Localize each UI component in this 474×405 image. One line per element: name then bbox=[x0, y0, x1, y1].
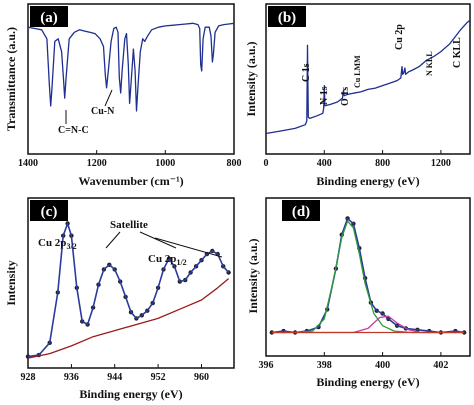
panel-c-label: (c) bbox=[41, 204, 58, 220]
panel-a-xlabel: Wavenumber (cm⁻¹) bbox=[78, 174, 183, 188]
panel-b-tick-label-3: 1200 bbox=[431, 158, 451, 169]
cu2p12-arrow bbox=[154, 237, 223, 258]
panel-b: (b) 0 400 800 1200 Binding energy (eV) Inte… bbox=[244, 3, 471, 188]
panel-c-tick-label-2: 944 bbox=[107, 372, 122, 383]
panel-d-tick-label-0: 396 bbox=[259, 360, 274, 371]
panel-b-label: (b) bbox=[278, 10, 296, 26]
annotation-ckll: C KLL bbox=[452, 37, 463, 68]
annotation-c1s: C 1s bbox=[301, 63, 312, 82]
panel-c-tick-label-1: 936 bbox=[64, 372, 79, 383]
panel-a-series bbox=[27, 22, 235, 112]
panel-c-series bbox=[25, 221, 231, 359]
annotation-cnc: C=N-C bbox=[58, 125, 89, 136]
annotation-cun: Cu-N bbox=[91, 106, 115, 117]
panel-a-series-0 bbox=[27, 22, 235, 112]
annotation-satellite: Satellite bbox=[110, 219, 148, 231]
panel-a-tick-label-2: 1000 bbox=[155, 158, 175, 169]
panel-b-tick-label-0: 0 bbox=[264, 158, 269, 169]
panel-c-xlabel: Binding energy (eV) bbox=[79, 387, 182, 401]
panel-c: (c) 928 936 944 952 960 Binding energy (eV) … bbox=[4, 197, 235, 401]
panel-d-ylabel: Intensity (a.u.) bbox=[246, 238, 260, 313]
panel-c-tick-label-0: 928 bbox=[21, 372, 36, 383]
panel-d-xlabel: Binding energy (eV) bbox=[316, 375, 419, 389]
panel-b-series-0 bbox=[265, 19, 471, 135]
panel-a-tick-label-1: 1200 bbox=[87, 158, 107, 169]
panel-c-series-1-fit bbox=[27, 222, 230, 358]
satellite-arrow-1 bbox=[105, 231, 121, 249]
panel-a-tick-label-3: 800 bbox=[227, 158, 242, 169]
panel-c-ylabel: Intensity bbox=[4, 260, 18, 305]
panel-d-tick-label-3: 402 bbox=[433, 360, 448, 371]
panel-c-ticks: 928 936 944 952 960 bbox=[21, 364, 209, 383]
panel-b-tick-label-1: 400 bbox=[317, 158, 332, 169]
annotation-culmm: Cu LMM bbox=[353, 55, 362, 88]
panel-d-ticks: 396 398 400 402 bbox=[259, 352, 448, 371]
panel-a-tick-label-0: 1400 bbox=[18, 158, 38, 169]
annotation-o1s: O 1s bbox=[340, 87, 351, 106]
annotation-nkll: N KLL bbox=[425, 51, 434, 76]
satellite-arrow-2 bbox=[139, 231, 177, 249]
panel-c-series-2-background bbox=[27, 278, 230, 359]
panel-d-label: (d) bbox=[292, 204, 310, 220]
panel-a-ticks: 1400 1200 1000 800 bbox=[18, 150, 242, 169]
panel-a: (a) 1400 1200 1000 800 Wavenumber (cm⁻¹) Tr… bbox=[4, 3, 242, 188]
panel-c-tick-label-3: 952 bbox=[151, 372, 166, 383]
panel-d-series bbox=[269, 216, 467, 335]
panel-b-ylabel: Intensity (a.u.) bbox=[244, 41, 258, 116]
annotation-cun-arrow bbox=[104, 89, 113, 107]
panel-d-series-2-component bbox=[271, 220, 465, 334]
panel-d-series-3-component bbox=[271, 315, 465, 334]
panel-b-series bbox=[265, 19, 471, 135]
panel-a-ylabel: Transmittance (a.u.) bbox=[4, 27, 18, 131]
annotation-cu2p: Cu 2p bbox=[394, 24, 405, 50]
panel-b-tick-label-2: 800 bbox=[375, 158, 390, 169]
panel-d-tick-label-2: 400 bbox=[375, 360, 390, 371]
annotation-n1s: N 1s bbox=[319, 86, 330, 105]
panel-c-tick-label-4: 960 bbox=[194, 372, 209, 383]
panel-d: (d) 396 398 400 402 Binding energy (eV) Int… bbox=[246, 197, 471, 389]
panel-b-xlabel: Binding energy (eV) bbox=[316, 174, 419, 188]
panel-a-label: (a) bbox=[40, 10, 58, 26]
panel-d-tick-label-1: 398 bbox=[317, 360, 332, 371]
panel-b-ticks: 0 400 800 1200 bbox=[264, 150, 451, 169]
